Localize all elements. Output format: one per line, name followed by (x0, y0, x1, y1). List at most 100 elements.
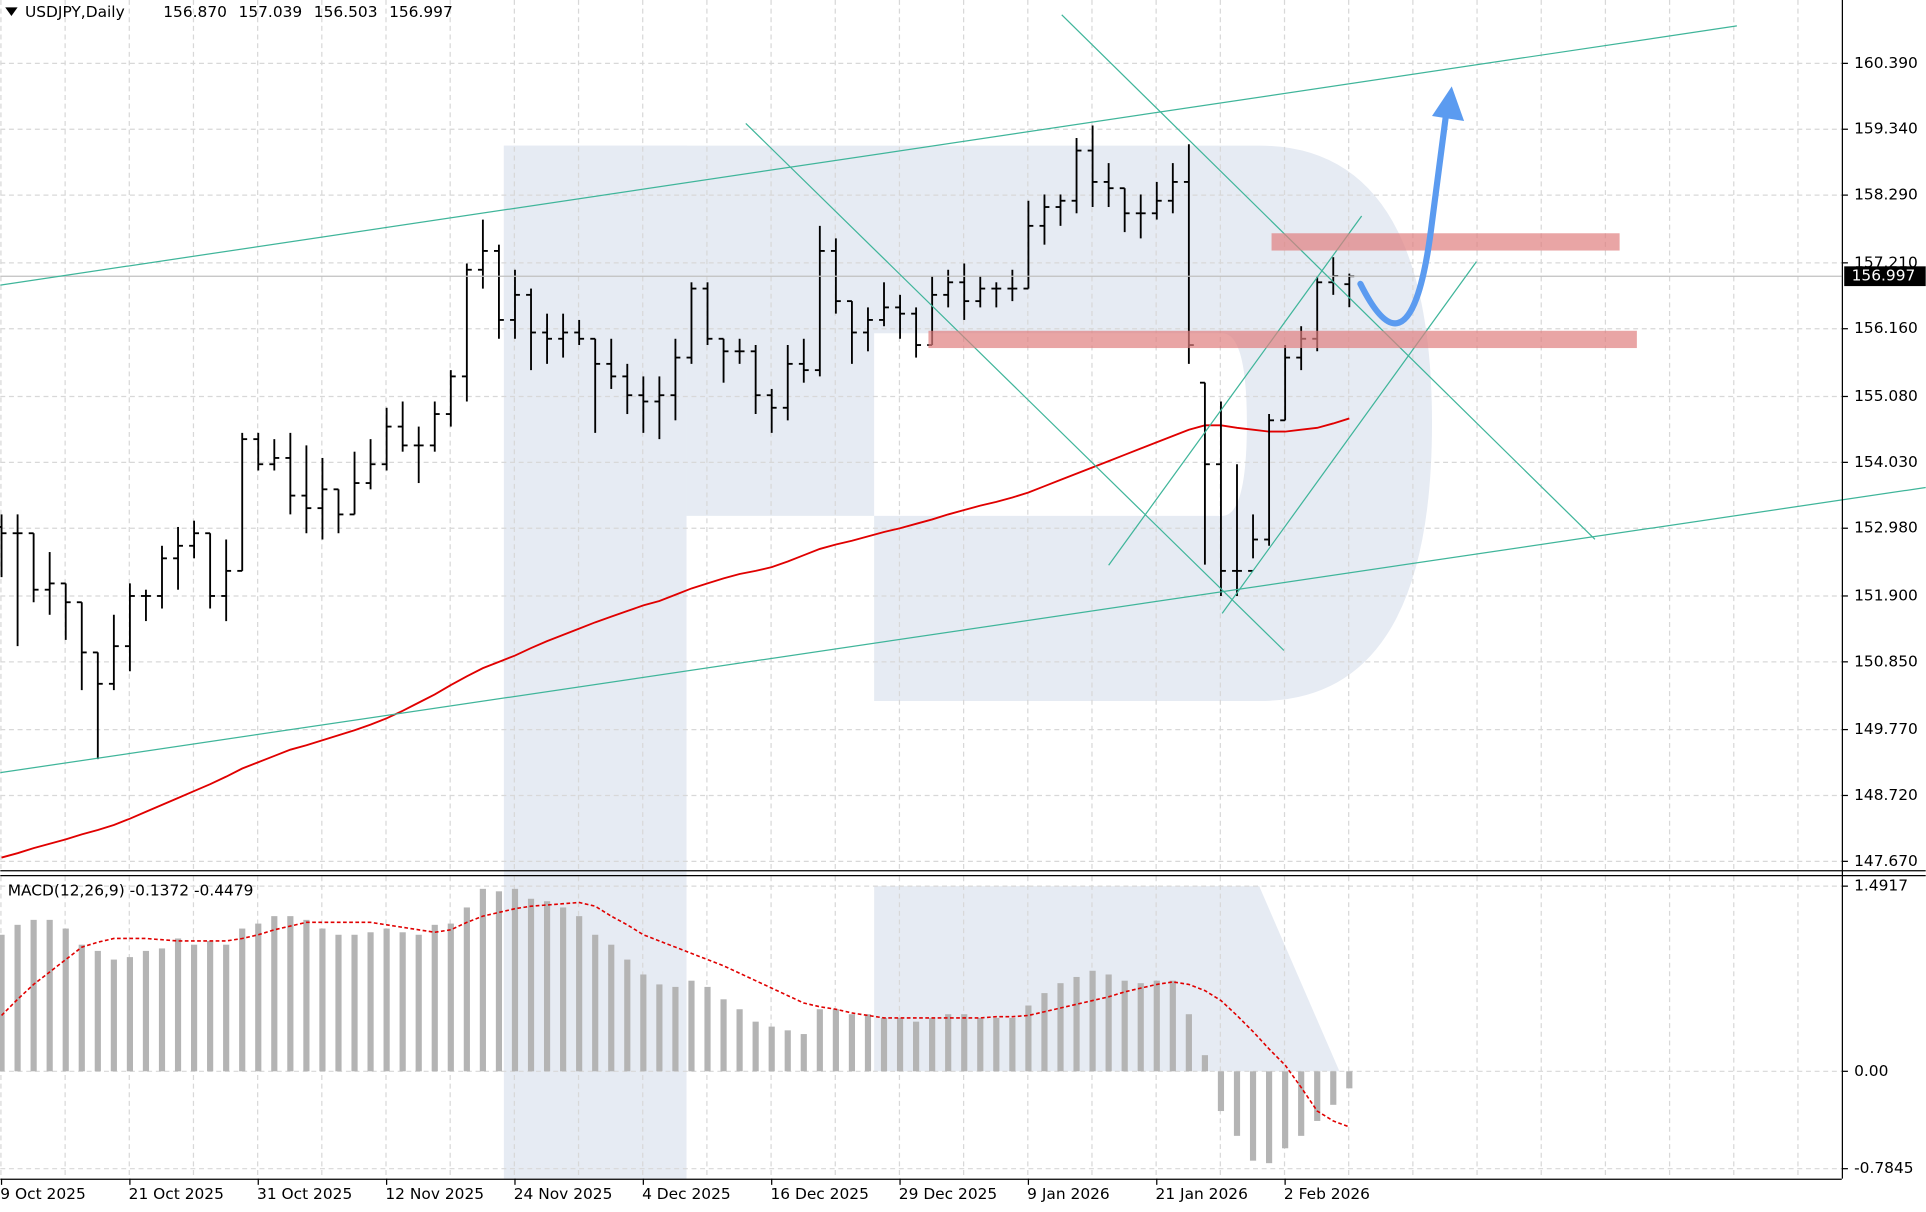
last-price-box (1844, 266, 1926, 287)
macd-title: MACD(12,26,9) -0.1372 -0.4479 (8, 882, 254, 900)
moving-average (1, 417, 1350, 859)
macd-bar (736, 1009, 743, 1072)
macd-bar (1249, 1071, 1257, 1161)
macd-bar (1217, 1071, 1225, 1112)
symbol-title: USDJPY,Daily (25, 3, 125, 21)
trend-line (745, 122, 1285, 651)
macd-bar (495, 891, 503, 1072)
macd-bar (1153, 980, 1160, 1072)
macd-bar (1089, 970, 1096, 1072)
macd-bar (271, 916, 278, 1072)
macd-bar (14, 924, 21, 1072)
macd-bar (688, 980, 695, 1072)
macd-bar (158, 948, 166, 1072)
macd-bar (832, 1009, 839, 1072)
macd-bar (527, 898, 535, 1072)
x-tick-label: 4 Dec 2025 (642, 1185, 731, 1203)
y-tick-label: 159.340 (1854, 120, 1918, 138)
macd-bar (913, 1021, 920, 1072)
arrow-head (1432, 86, 1465, 121)
trend-line (1108, 215, 1363, 566)
macd-bar (367, 932, 374, 1072)
resistance-zone (1271, 233, 1620, 251)
macd-bar (447, 923, 454, 1072)
y-tick-label: 155.080 (1854, 387, 1918, 405)
macd-bar (864, 1014, 872, 1072)
trend-line (0, 25, 1737, 286)
ohlc-label: 156.870 (163, 3, 227, 21)
signal-line (0, 901, 1350, 1128)
macd-bar (351, 934, 358, 1072)
y-tick-label: 149.770 (1854, 720, 1918, 738)
macd-bar (1025, 1005, 1032, 1072)
x-tick-label: 9 Jan 2026 (1027, 1185, 1110, 1203)
macd-bar (62, 928, 69, 1072)
x-tick-label: 9 Oct 2025 (0, 1185, 85, 1203)
macd-bar (1298, 1071, 1305, 1136)
macd-bar (1314, 1071, 1321, 1121)
macd-bar (319, 928, 326, 1072)
macd-bar (207, 940, 214, 1072)
macd-bar (961, 1014, 968, 1072)
y-tick-label: 160.390 (1854, 54, 1918, 72)
macd-bar (479, 888, 486, 1072)
macd-bar (511, 888, 519, 1072)
macd-bar (993, 1017, 1000, 1072)
macd-bar (431, 924, 438, 1072)
macd-bar (463, 907, 470, 1072)
macd-bar (1137, 983, 1144, 1072)
macd-bar (768, 1026, 775, 1072)
macd-bar (1282, 1071, 1289, 1149)
macd-bar (415, 934, 422, 1072)
macd-bar (543, 901, 551, 1072)
macd-bar (223, 944, 230, 1072)
y-tick-label: 152.980 (1854, 519, 1918, 537)
macd-bar (174, 938, 182, 1072)
macd-bar (624, 959, 631, 1072)
macd-bar (94, 950, 101, 1072)
macd-bar (335, 934, 342, 1072)
trend-line (1221, 261, 1477, 614)
y-tick-label: 154.030 (1854, 453, 1918, 471)
macd-bar (78, 944, 85, 1072)
frame (0, 0, 1926, 1180)
macd-bar (190, 944, 198, 1072)
macd-bar (848, 1014, 856, 1072)
ohlc-label: 156.997 (389, 3, 453, 21)
macd-bar (929, 1017, 936, 1072)
y-tick-label: 147.670 (1854, 852, 1918, 870)
macd-bar (1041, 993, 1048, 1072)
macd-bar (720, 999, 727, 1072)
macd-bar (287, 916, 294, 1072)
macd-bar (752, 1021, 759, 1072)
trend-line (1061, 14, 1596, 540)
macd-bar (576, 916, 583, 1072)
watermark-logo (503, 145, 1433, 1179)
x-tick-label: 21 Jan 2026 (1156, 1185, 1248, 1203)
macd-bar (608, 944, 615, 1072)
y-tick-label: 151.900 (1854, 586, 1918, 604)
ohlc-label: 157.039 (239, 3, 303, 21)
macd-bar (880, 1017, 888, 1072)
logo-bowl (503, 145, 1433, 702)
macd-bar (30, 919, 37, 1072)
macd-bar (1073, 976, 1080, 1072)
macd-bar (46, 919, 53, 1072)
marks (0, 125, 1842, 1164)
macd-bar (110, 959, 117, 1072)
macd-bar (896, 1017, 904, 1072)
y-tick-label: 1.4917 (1854, 877, 1908, 895)
ohlc-label: 156.503 (314, 3, 378, 21)
x-tick-label: 24 Nov 2025 (514, 1185, 613, 1203)
macd-bar (1233, 1071, 1241, 1136)
menu-triangle[interactable] (5, 7, 18, 17)
macd-bar (126, 957, 133, 1072)
macd-bar (1201, 1055, 1208, 1072)
y-tick-label: 148.720 (1854, 786, 1918, 804)
macd-bar (1169, 980, 1176, 1072)
macd-bar (1121, 980, 1128, 1072)
macd-bar (816, 1009, 823, 1072)
macd-bar (1330, 1071, 1337, 1105)
forecast-arrow (1357, 105, 1450, 327)
